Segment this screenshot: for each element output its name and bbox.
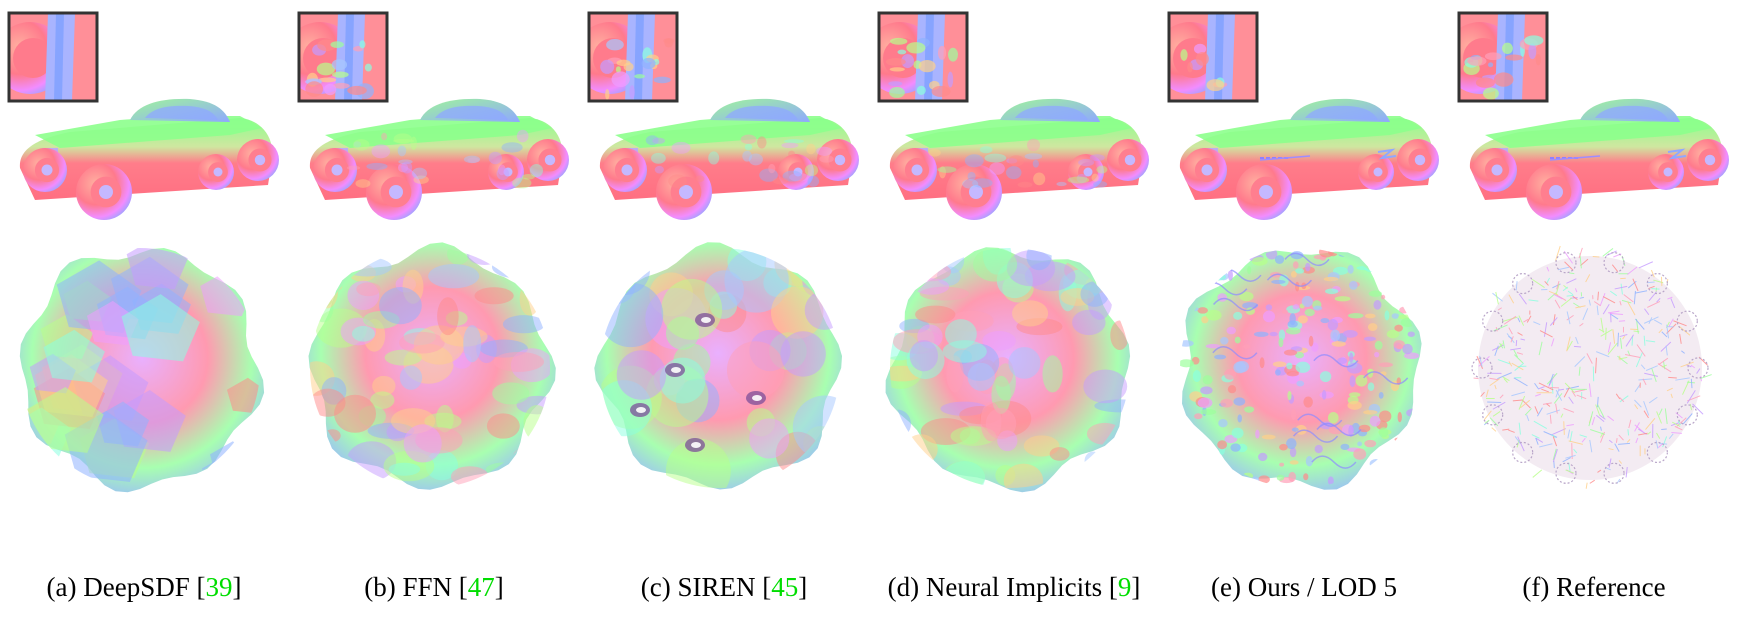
zoom-inset-icon <box>1457 11 1549 103</box>
car-normal-map-icon <box>19 98 279 220</box>
panel-b-caption: (b) FFN [47] <box>290 572 578 603</box>
panel-e-art <box>1167 11 1439 490</box>
car-normal-map-icon <box>1179 98 1439 220</box>
fractal-sphere-normal-map-icon <box>885 247 1131 493</box>
car-normal-map-icon <box>889 98 1149 220</box>
fractal-sphere-normal-map-icon <box>19 248 265 493</box>
car-normal-map-icon <box>1469 98 1729 220</box>
panel-b-caption-main: (b) FFN [ <box>364 572 468 602</box>
zoom-inset-icon <box>297 11 389 103</box>
car-normal-map-icon <box>599 98 859 220</box>
fractal-sphere-normal-map-icon <box>1471 245 1712 489</box>
panel-a-caption-end: ] <box>232 572 242 602</box>
panel-d-caption-end: ] <box>1131 572 1141 602</box>
panel-e-caption: (e) Ours / LOD 5 <box>1160 572 1448 603</box>
panel-a-caption-main: (a) DeepSDF [ <box>46 572 206 602</box>
panel-c-art <box>587 11 859 490</box>
panel-c: (c) SIREN [45] <box>580 0 868 625</box>
fractal-sphere-normal-map-icon <box>1180 248 1422 490</box>
panel-b-caption-end: ] <box>494 572 504 602</box>
zoom-inset-icon <box>1167 11 1259 103</box>
fractal-sphere-normal-map-icon <box>308 242 556 490</box>
panel-d-art <box>877 11 1149 493</box>
panel-f-caption-main: (f) Reference <box>1522 572 1666 602</box>
panel-c-caption-main: (c) SIREN [ <box>640 572 772 602</box>
zoom-inset-icon <box>587 11 679 103</box>
zoom-inset-icon <box>877 11 969 103</box>
panel-c-citation[interactable]: 45 <box>771 572 799 602</box>
panel-e: (e) Ours / LOD 5 <box>1160 0 1448 625</box>
panel-f-caption: (f) Reference <box>1450 572 1738 603</box>
panel-b-art <box>297 11 569 490</box>
panel-d: (d) Neural Implicits [9] <box>870 0 1158 625</box>
panel-c-caption: (c) SIREN [45] <box>580 572 868 603</box>
car-normal-map-icon <box>309 98 569 220</box>
panel-d-caption: (d) Neural Implicits [9] <box>870 572 1158 603</box>
panel-d-caption-main: (d) Neural Implicits [ <box>887 572 1118 602</box>
panel-d-citation[interactable]: 9 <box>1117 572 1132 602</box>
fractal-sphere-normal-map-icon <box>594 242 842 490</box>
panel-a-citation[interactable]: 39 <box>205 572 233 602</box>
panel-a-art <box>7 11 279 493</box>
panel-e-caption-main: (e) Ours / LOD 5 <box>1211 572 1397 602</box>
panel-c-caption-end: ] <box>798 572 808 602</box>
panel-f-art <box>1457 11 1729 489</box>
panel-a-caption: (a) DeepSDF [39] <box>0 572 288 603</box>
panel-b: (b) FFN [47] <box>290 0 578 625</box>
panel-f: (f) Reference <box>1450 0 1738 625</box>
panel-b-citation[interactable]: 47 <box>467 572 495 602</box>
zoom-inset-icon <box>7 11 99 103</box>
panel-a: (a) DeepSDF [39] <box>0 0 288 625</box>
